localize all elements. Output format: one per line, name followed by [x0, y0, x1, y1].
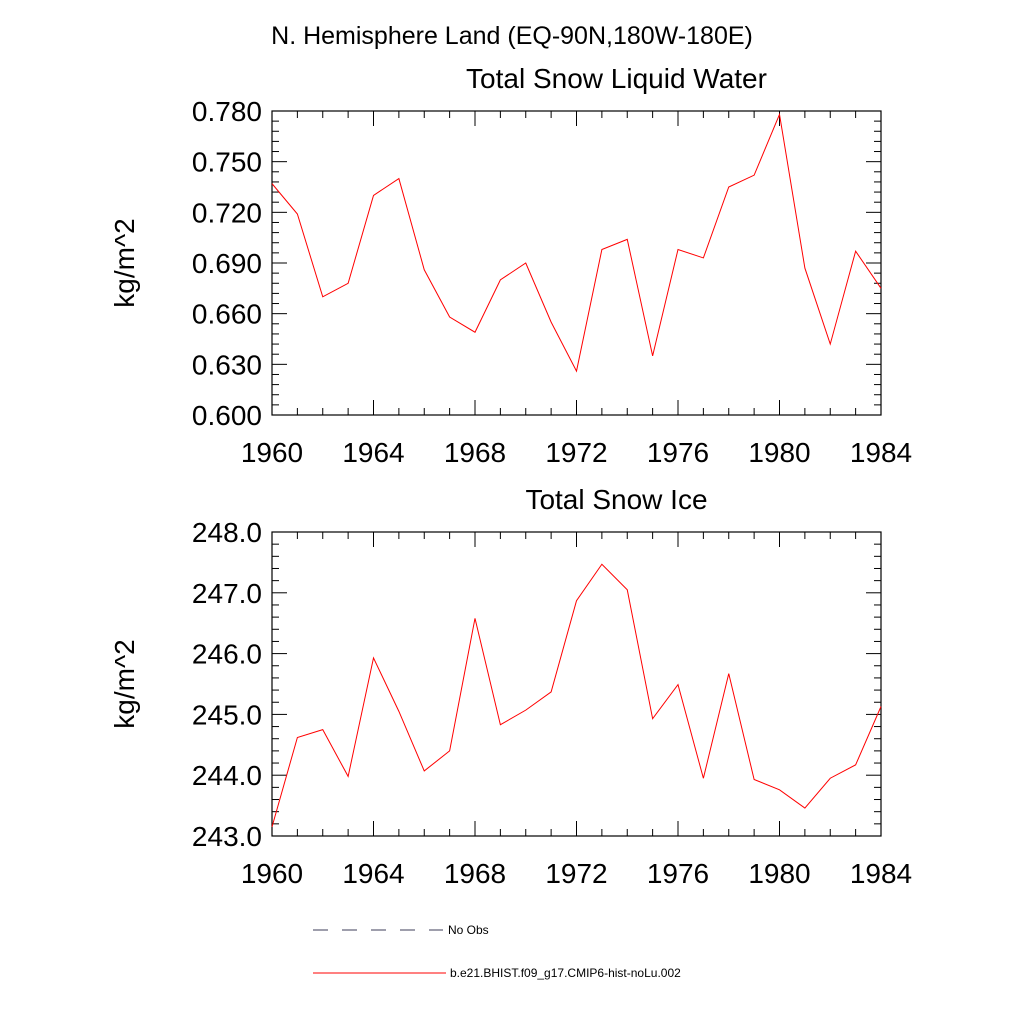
panel-snow-ice: Total Snow Ice 1960 1964 1968 1972 1976 1980 19…: [109, 484, 912, 889]
x-tick-label: 1964: [342, 858, 404, 889]
x-tick-label: 1984: [850, 858, 912, 889]
y-tick-label: 0.660: [192, 299, 262, 330]
y-tick-label: 244.0: [192, 760, 262, 791]
x-tick-label: 1980: [748, 858, 810, 889]
y-axis-label: kg/m^2: [109, 218, 140, 307]
series-line: [271, 112, 882, 373]
x-tick-label: 1976: [647, 437, 709, 468]
x-tick-label: 1960: [241, 858, 303, 889]
y-tick-label: 0.690: [192, 248, 262, 279]
y-tick-label: 247.0: [192, 578, 262, 609]
plot-frame: [271, 531, 882, 837]
x-tick-label: 1980: [748, 437, 810, 468]
y-tick-label: 243.0: [192, 821, 262, 852]
y-tick-label: 246.0: [192, 639, 262, 670]
y-tick-label: 245.0: [192, 699, 262, 730]
x-tick-label: 1984: [850, 437, 912, 468]
x-tick-label: 1972: [545, 858, 607, 889]
x-tick-label: 1968: [444, 858, 506, 889]
y-tick-label: 0.600: [192, 400, 262, 431]
y-axis-label: kg/m^2: [109, 639, 140, 728]
y-tick-label: 0.720: [192, 197, 262, 228]
chart-title: Total Snow Liquid Water: [466, 63, 767, 94]
legend-series-label: b.e21.BHIST.f09_g17.CMIP6-hist-noLu.002: [450, 966, 681, 980]
legend-noobs-label: No Obs: [448, 923, 489, 937]
panel-snow-liquid-water: Total Snow Liquid Water 1960 1964 1968 1972 1…: [109, 63, 912, 468]
y-tick-label: 248.0: [192, 517, 262, 548]
chart-title: Total Snow Ice: [525, 484, 707, 515]
x-tick-label: 1964: [342, 437, 404, 468]
x-tick-label: 1976: [647, 858, 709, 889]
x-tick-label: 1968: [444, 437, 506, 468]
x-tick-label: 1960: [241, 437, 303, 468]
y-tick-label: 0.780: [192, 96, 262, 127]
y-tick-label: 0.630: [192, 349, 262, 380]
figure-suptitle: N. Hemisphere Land (EQ-90N,180W-180E): [271, 22, 753, 50]
legend: No Obs b.e21.BHIST.f09_g17.CMIP6-hist-no…: [313, 923, 681, 980]
series-line: [271, 563, 882, 828]
y-tick-label: 0.750: [192, 147, 262, 178]
x-tick-label: 1972: [545, 437, 607, 468]
